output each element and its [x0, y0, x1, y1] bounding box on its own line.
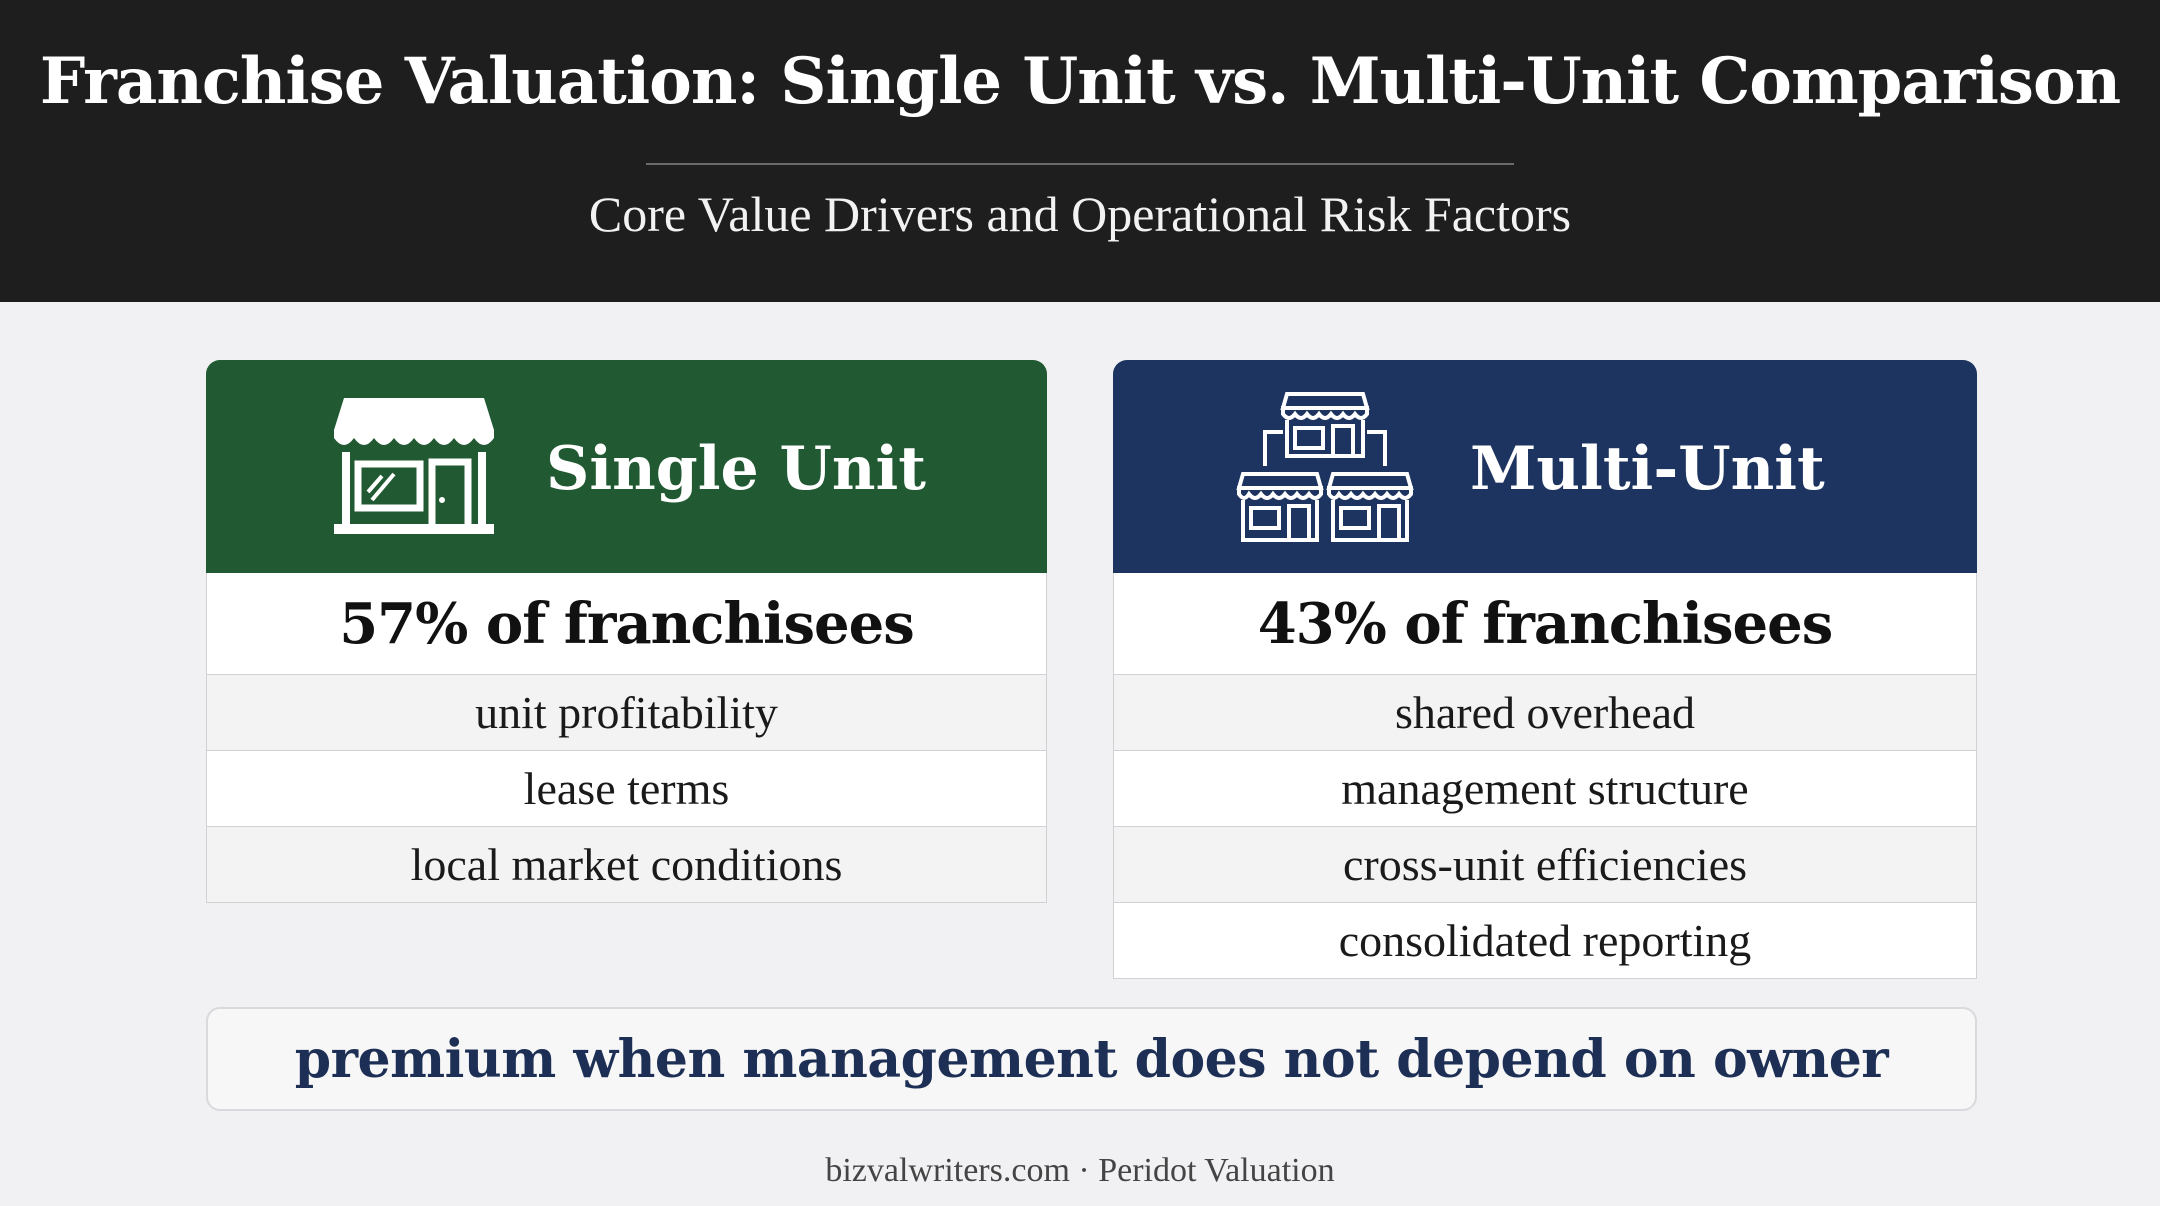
multi-unit-driver: cross-unit efficiencies	[1113, 827, 1977, 903]
page-title: Franchise Valuation: Single Unit vs. Mul…	[39, 44, 2121, 119]
single-unit-heading: Single Unit	[546, 434, 927, 504]
multi-unit-driver: shared overhead	[1113, 675, 1977, 751]
footer-credit: bizvalwriters.com · Peridot Valuation	[825, 1152, 1335, 1189]
header-banner: Franchise Valuation: Single Unit vs. Mul…	[0, 0, 2160, 302]
multi-unit-driver: management structure	[1113, 751, 1977, 827]
single-unit-card: Single Unit 57% of franchisees unit prof…	[206, 360, 1047, 903]
storefront-icon	[334, 398, 494, 534]
single-unit-driver: lease terms	[206, 751, 1047, 827]
single-unit-stat: 57% of franchisees	[206, 573, 1047, 675]
multi-unit-header: Multi-Unit	[1113, 360, 1977, 573]
premium-callout: premium when management does not depend …	[206, 1007, 1977, 1111]
multi-unit-stat: 43% of franchisees	[1113, 573, 1977, 675]
multi-unit-heading: Multi-Unit	[1470, 434, 1825, 504]
single-unit-header: Single Unit	[206, 360, 1047, 573]
multi-unit-driver: consolidated reporting	[1113, 903, 1977, 979]
single-unit-driver: local market conditions	[206, 827, 1047, 903]
multiple-stores-icon	[1236, 392, 1414, 542]
page-subtitle: Core Value Drivers and Operational Risk …	[588, 186, 1572, 242]
multi-unit-card: Multi-Unit 43% of franchisees shared ove…	[1113, 360, 1977, 979]
title-divider	[646, 163, 1514, 165]
single-unit-driver: unit profitability	[206, 675, 1047, 751]
